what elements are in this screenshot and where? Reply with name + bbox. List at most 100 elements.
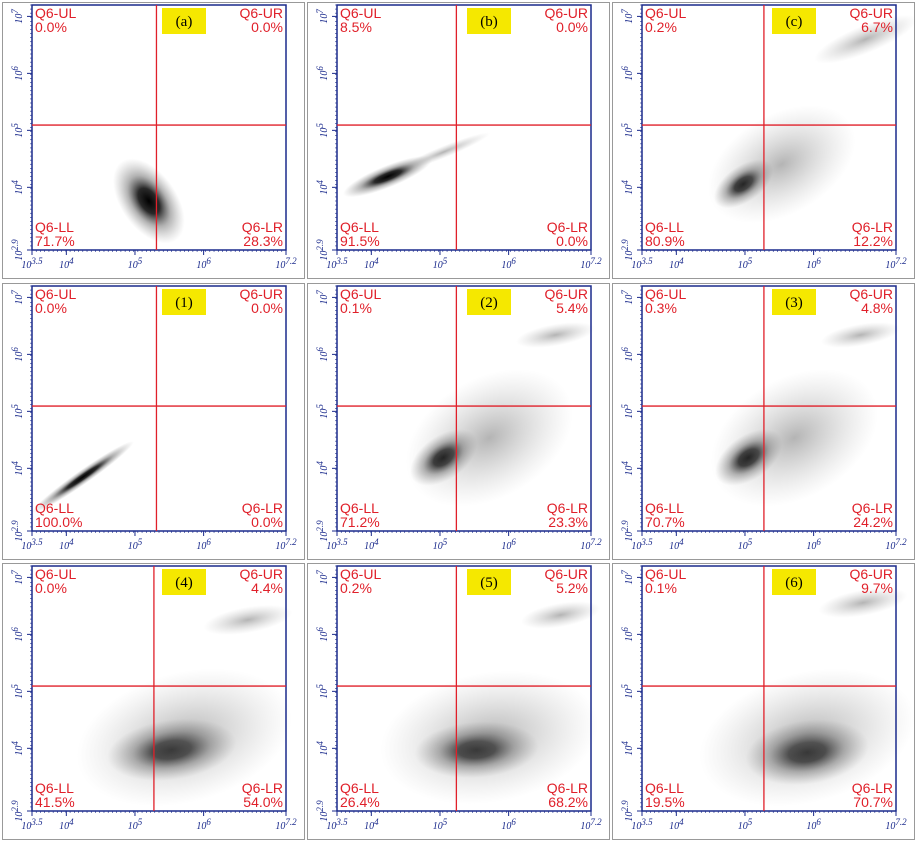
x-tick-label: 107.2	[275, 817, 297, 832]
quadrant-name: Q6-LR	[242, 780, 283, 796]
quadrant-name: Q6-UR	[544, 286, 588, 302]
y-tick-label: 106	[620, 347, 635, 362]
tick-base: 10	[196, 260, 206, 271]
quadrant-name: Q6-LL	[35, 500, 74, 516]
tick-base: 10	[275, 541, 285, 552]
tick-exp: 7.2	[285, 256, 297, 266]
tick-exp: 7.2	[590, 256, 602, 266]
tick-base: 10	[669, 260, 679, 271]
x-tick-label: 106	[196, 817, 211, 832]
tick-base: 10	[806, 260, 816, 271]
tick-base: 10	[624, 812, 635, 822]
quadrant-percent: 68.2%	[548, 794, 588, 810]
tick-base: 10	[319, 71, 330, 81]
tick-exp: 7.2	[895, 817, 907, 827]
tick-base: 10	[14, 185, 25, 195]
x-tick-label: 105	[433, 537, 448, 552]
tick-base: 10	[580, 541, 590, 552]
tick-exp: 4	[69, 256, 74, 266]
panel-label: (2)	[480, 295, 498, 311]
quadrant-percent: 0.0%	[35, 19, 67, 35]
y-tick-label: 107	[315, 290, 330, 305]
quadrant-name: Q6-UR	[849, 566, 893, 582]
tick-exp: 2.9	[620, 520, 630, 532]
y-tick-label: 102.9	[315, 239, 330, 261]
x-tick-label: 105	[128, 817, 143, 832]
y-tick-label: 104	[620, 180, 635, 195]
x-tick-label: 104	[669, 256, 684, 271]
tick-exp: 5	[620, 404, 630, 409]
quadrant-percent: 8.5%	[340, 19, 372, 35]
y-tick-label: 107	[10, 290, 25, 305]
tick-exp: 4	[315, 741, 325, 746]
density-cloud	[818, 587, 908, 618]
tick-exp: 4	[679, 256, 684, 266]
tick-exp: 4	[679, 537, 684, 547]
x-tick-label: 106	[501, 537, 516, 552]
quadrant-percent: 71.2%	[340, 514, 380, 530]
tick-exp: 6	[816, 817, 821, 827]
tick-exp: 6	[511, 256, 516, 266]
quadrant-percent: 71.7%	[35, 233, 75, 249]
tick-base: 10	[14, 14, 25, 24]
tick-base: 10	[624, 575, 635, 585]
tick-base: 10	[624, 185, 635, 195]
quadrant-name: Q6-UL	[340, 5, 381, 21]
x-tick-label: 104	[364, 256, 379, 271]
tick-base: 10	[14, 575, 25, 585]
tick-exp: 5	[10, 684, 20, 689]
tick-exp: 3.5	[30, 537, 43, 547]
y-tick-label: 105	[10, 123, 25, 138]
tick-exp: 5	[748, 817, 753, 827]
quadrant-name: Q6-UR	[849, 5, 893, 21]
panel-label: (c)	[786, 14, 803, 30]
quadrant-name: Q6-LL	[35, 219, 74, 235]
x-tick-label: 106	[501, 817, 516, 832]
tick-exp: 4	[620, 180, 630, 185]
tick-exp: 7	[315, 290, 325, 295]
tick-base: 10	[580, 260, 590, 271]
tick-base: 10	[14, 532, 25, 542]
panel-label: (4)	[175, 575, 193, 591]
tick-base: 10	[624, 352, 635, 362]
panel-label: (a)	[176, 14, 193, 30]
tick-exp: 6	[10, 347, 20, 352]
quadrant-name: Q6-LR	[547, 500, 588, 516]
y-tick-label: 104	[315, 461, 330, 476]
tick-base: 10	[631, 821, 641, 832]
density-cloud	[710, 369, 878, 507]
x-tick-label: 104	[59, 817, 74, 832]
tick-exp: 5	[443, 817, 448, 827]
x-tick-label: 104	[669, 537, 684, 552]
tick-base: 10	[738, 541, 748, 552]
y-tick-label: 107	[10, 570, 25, 585]
tick-base: 10	[319, 689, 330, 699]
tick-base: 10	[275, 260, 285, 271]
quadrant-name: Q6-LR	[547, 219, 588, 235]
tick-base: 10	[364, 821, 374, 832]
tick-base: 10	[885, 260, 895, 271]
quadrant-name: Q6-LR	[852, 219, 893, 235]
x-tick-label: 106	[806, 537, 821, 552]
tick-exp: 2.9	[10, 800, 20, 812]
y-tick-label: 102.9	[315, 520, 330, 542]
tick-exp: 6	[206, 256, 211, 266]
x-tick-label: 103.5	[631, 817, 653, 832]
y-tick-label: 102.9	[620, 239, 635, 261]
tick-exp: 7	[315, 570, 325, 575]
y-tick-label: 102.9	[620, 800, 635, 822]
panel-frame	[2, 283, 305, 560]
tick-exp: 7.2	[590, 537, 602, 547]
label-box	[162, 8, 206, 34]
x-tick-label: 104	[364, 537, 379, 552]
tick-base: 10	[14, 295, 25, 305]
tick-base: 10	[319, 352, 330, 362]
label-box	[467, 8, 511, 34]
x-tick-label: 105	[738, 256, 753, 271]
density-cloud	[699, 668, 915, 807]
y-tick-label: 102.9	[10, 800, 25, 822]
quadrant-percent: 28.3%	[243, 233, 283, 249]
